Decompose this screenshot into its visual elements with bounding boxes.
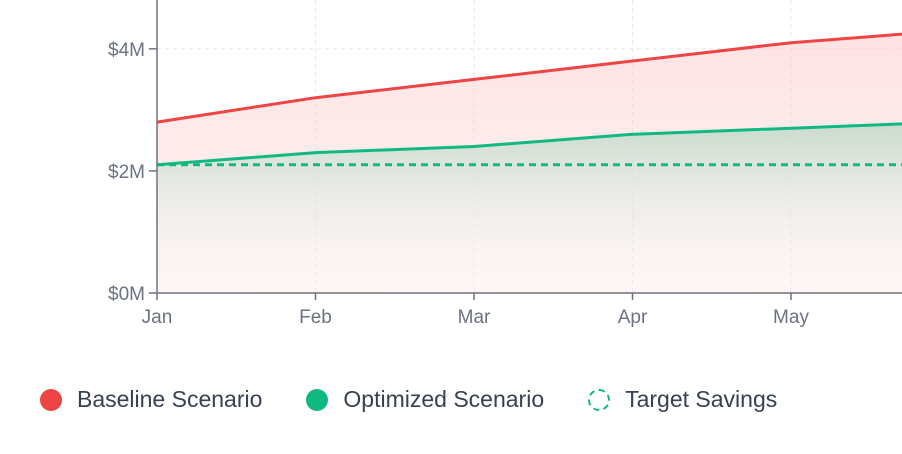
legend-swatch-optimized (306, 388, 329, 411)
legend-label-target: Target Savings (625, 386, 778, 412)
x-tick-label: Jan (142, 307, 173, 328)
x-tick-label: Feb (299, 307, 332, 328)
chart-svg: $0M $2M $4M Jan Feb Mar Apr May (108, 0, 902, 328)
line-series-1 (156, 32, 902, 124)
legend-item-baseline[interactable]: Baseline Scenario (40, 386, 262, 413)
legend-swatch-baseline (40, 388, 62, 411)
area-fills (157, 34, 902, 293)
y-tick-label: $2M (108, 162, 145, 183)
legend-swatch-target (588, 388, 611, 411)
y-tick-label: $0M (108, 284, 145, 305)
x-tick-label: Mar (458, 307, 491, 328)
tick-labels: $0M $2M $4M Jan Feb Mar Apr May (108, 40, 809, 328)
legend-item-target[interactable]: Target Savings (588, 386, 777, 413)
axes (149, 0, 902, 300)
y-tick-label: $4M (108, 40, 145, 61)
x-tick-label: Apr (618, 307, 648, 328)
chart-legend: Baseline Scenario Optimized Scenario Tar… (40, 386, 821, 413)
legend-label-baseline: Baseline Scenario (77, 386, 263, 412)
legend-item-optimized[interactable]: Optimized Scenario (306, 386, 544, 413)
line-series-2 (156, 122, 902, 167)
legend-label-optimized: Optimized Scenario (343, 386, 545, 412)
series-lines (156, 32, 902, 167)
x-tick-label: May (773, 307, 809, 328)
